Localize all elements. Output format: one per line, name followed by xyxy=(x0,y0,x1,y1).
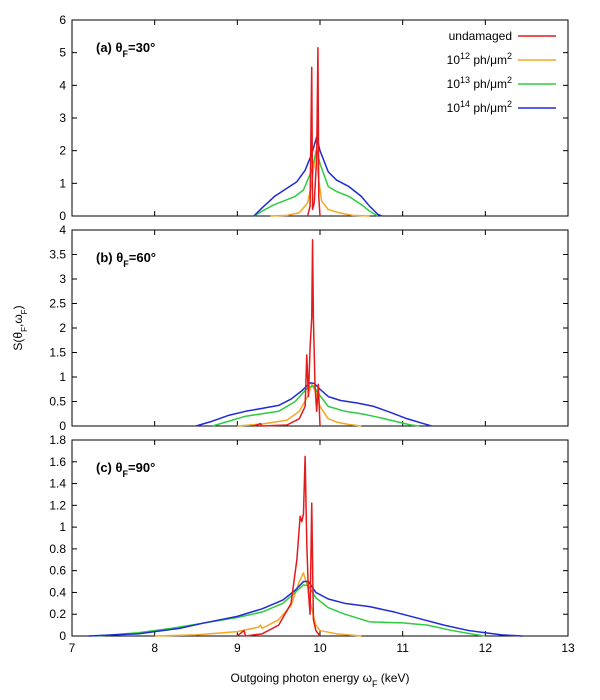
y-tick-label: 0 xyxy=(59,419,66,433)
panel-c: 0 0.2 0.4 0.6 0.8 1 1.2 1.4 1.6 1.8 7 8 9 10 11 12 13 (c)… xyxy=(49,433,575,655)
series-line-dose_1e13 xyxy=(96,584,486,637)
series-line-undamaged xyxy=(236,455,321,637)
y-tick-label: 0.8 xyxy=(49,542,66,556)
y-tick-label: 5 xyxy=(59,46,66,60)
y-tick-label: 0 xyxy=(59,629,66,643)
x-tick-label: 9 xyxy=(234,641,241,655)
legend-label: 1014 ph/μm2 xyxy=(447,99,512,115)
series-line-dose_1e14 xyxy=(88,580,523,637)
series-line-undamaged xyxy=(253,239,321,427)
y-tick-label: 0.2 xyxy=(49,607,66,621)
panel-b: 0 0.5 1 1.5 2 2.5 3 3.5 4 (b) θF=60° xyxy=(49,223,569,433)
y-tick-label: 3 xyxy=(59,111,66,125)
y-tick-label: 0.6 xyxy=(49,564,66,578)
series-line-undamaged xyxy=(306,47,321,217)
x-axis-label: Outgoing photon energy ωF (keV) xyxy=(231,671,410,689)
y-tick-label: 1 xyxy=(59,370,66,384)
y-tick-label: 1.5 xyxy=(49,346,66,360)
y-tick-label: 1.6 xyxy=(49,455,66,469)
legend-item-dose_1e12: 1012 ph/μm2 xyxy=(447,51,556,67)
series-line-dose_1e13 xyxy=(212,385,420,427)
legend-label: 1013 ph/μm2 xyxy=(447,75,512,91)
y-axis-label: S(θF,ωF) xyxy=(11,305,29,350)
x-tick-label: 13 xyxy=(561,641,575,655)
y-tick-label: 0.4 xyxy=(49,585,66,599)
y-tick-label: 2 xyxy=(59,321,66,335)
y-tick-label: 1.4 xyxy=(49,477,66,491)
x-tick-label: 10 xyxy=(313,641,327,655)
y-tick-label: 1.2 xyxy=(49,498,66,512)
panel-label: (a) θF=30° xyxy=(96,40,155,59)
y-tick-label: 4 xyxy=(59,223,66,237)
legend: undamaged 1012 ph/μm2 1013 ph/μm2 1014 ph/μ… xyxy=(447,29,556,115)
series-line-dose_1e12 xyxy=(237,383,362,427)
y-tick-label: 2.5 xyxy=(49,297,66,311)
y-tick-label: 2 xyxy=(59,144,66,158)
legend-label: undamaged xyxy=(449,29,512,43)
y-tick-label: 6 xyxy=(59,13,66,27)
panel-label: (b) θF=60° xyxy=(96,250,156,269)
panel-a: 0 1 2 3 4 5 6 (a) θF=30° xyxy=(59,13,569,223)
legend-label: 1012 ph/μm2 xyxy=(447,51,512,67)
series-line-dose_1e12 xyxy=(154,572,362,637)
legend-item-dose_1e14: 1014 ph/μm2 xyxy=(447,99,556,115)
x-tick-label: 12 xyxy=(479,641,493,655)
legend-item-undamaged: undamaged xyxy=(449,29,556,43)
x-tick-label: 8 xyxy=(151,641,158,655)
y-tick-label: 3 xyxy=(59,272,66,286)
y-tick-label: 1.8 xyxy=(49,433,66,447)
legend-item-dose_1e13: 1013 ph/μm2 xyxy=(447,75,556,91)
y-tick-label: 1 xyxy=(59,520,66,534)
y-tick-label: 0.5 xyxy=(49,395,66,409)
y-tick-label: 0 xyxy=(59,209,66,223)
panel-label: (c) θF=90° xyxy=(96,460,155,479)
x-tick-label: 11 xyxy=(396,641,409,655)
x-tick-label: 7 xyxy=(69,641,76,655)
y-tick-label: 1 xyxy=(59,176,66,190)
y-tick-label: 4 xyxy=(59,78,66,92)
y-tick-label: 3.5 xyxy=(49,248,66,262)
